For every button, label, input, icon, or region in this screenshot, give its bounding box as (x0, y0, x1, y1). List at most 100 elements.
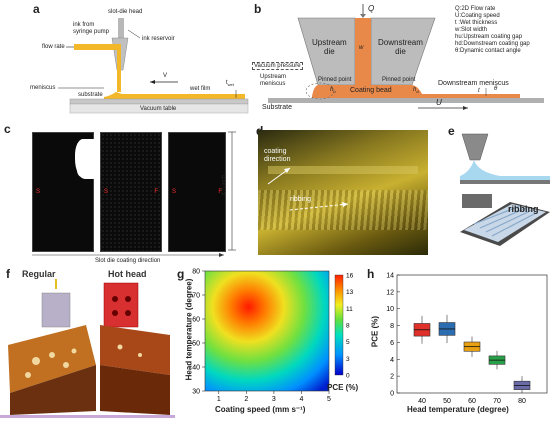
height-label: 4.5 inch (221, 174, 228, 196)
theta-label: θ (494, 86, 498, 92)
legend-item: θ:Dynamic contact angle (455, 48, 521, 54)
panel-f-label: f (6, 267, 10, 281)
coating-bead-label: Coating bead (350, 87, 392, 94)
x-tick-label: 3 (272, 396, 276, 403)
coating-bead-schematic (268, 4, 544, 110)
y-tick-label: 0 (390, 391, 394, 398)
panel-d: d coating direction ribbing (250, 122, 430, 257)
colorbar (334, 274, 344, 376)
hot-head (103, 282, 139, 328)
y-tick-label: 4 (390, 357, 394, 364)
film-sample-2: S F (100, 132, 162, 252)
flow-symbol: Q (368, 4, 375, 13)
ink-channel (117, 44, 121, 92)
film-sample-3: S F (168, 132, 226, 252)
velocity-label: V (163, 73, 168, 79)
reservoir-label: ink reservoir (142, 36, 175, 42)
panel-b-label: b (254, 2, 262, 16)
ink-source-label: ink from syringe pump (73, 22, 110, 35)
sample-marker: F (154, 189, 158, 195)
x-tick-label: 4 (299, 396, 303, 403)
speed-label: U (436, 98, 442, 107)
wet-film-shape (104, 92, 245, 99)
colorbar-tick-label: 3 (346, 356, 350, 363)
x-tick-label: 60 (468, 398, 476, 405)
heatmap-xlabel: Coating speed (mm s⁻¹) (215, 405, 306, 414)
sample-marker: S (172, 189, 177, 195)
vacuum-table-bar (69, 103, 249, 114)
head-comparison-illustration (0, 279, 175, 418)
hot-film (100, 325, 170, 375)
colorbar-tick-label: 5 (346, 339, 350, 346)
slot-width-label: w (359, 45, 364, 51)
hot-film-edge (100, 365, 170, 415)
pce-boxplot: 0 2 4 6 8 10 12 14 40 50 60 70 80 (386, 273, 548, 405)
colorbar-label: PCE (%) (327, 383, 359, 392)
sample-marker: F (218, 189, 222, 195)
colorbar-tick-label: 13 (346, 289, 354, 296)
panel-e: e ribbing (440, 122, 554, 257)
coating-direction-caption: Slot die coating direction (95, 258, 161, 264)
legend-item: w:Slot width (455, 27, 488, 33)
vacuum-table-label: Vacuum table (140, 106, 177, 112)
colorbar-tick-label: 8 (346, 323, 350, 330)
panel-g-label: g (177, 267, 185, 281)
panel-h: h 0 2 4 6 8 10 12 14 40 50 60 70 80 Head temperatur… (365, 265, 554, 419)
hu-label: hu (330, 87, 336, 95)
substrate-label: Substrate (262, 104, 292, 111)
regular-label: Regular (22, 269, 56, 279)
y-tick-label: 8 (390, 323, 394, 330)
ink-feed-line (74, 44, 118, 50)
panel-e-label: e (448, 124, 455, 138)
x-tick-label: 5 (327, 396, 331, 403)
heatmap-ylabel: Head temperature (degree) (184, 278, 194, 381)
boxplot-ylabel: PCE (%) (370, 315, 380, 348)
y-tick-label: 14 (386, 273, 394, 280)
substrate-line (268, 98, 544, 103)
panel-a-label: a (33, 2, 40, 16)
meniscus-label: meniscus (30, 85, 56, 91)
y-tick-label: 80 (192, 269, 200, 276)
head-label: slot-die head (108, 9, 143, 15)
x-tick-label: 70 (493, 398, 501, 405)
regular-head (41, 292, 71, 328)
colorbar-tick-label: 16 (346, 273, 354, 280)
ribbing-label-e: ribbing (508, 204, 539, 214)
heatmap-area (204, 270, 330, 392)
film-sample-1: S (32, 132, 95, 252)
slot-die-schematic (58, 18, 249, 114)
sample-marker: S (104, 189, 109, 195)
y-tick-label: 6 (390, 340, 394, 347)
t-label: t (478, 88, 480, 94)
panel-h-label: h (367, 267, 375, 281)
colorbar-tick-label: 11 (346, 306, 353, 313)
y-tick-label: 50 (192, 341, 200, 348)
y-tick-label: 10 (386, 306, 394, 313)
plot-frame (396, 274, 548, 394)
hot-head-label: Hot head (108, 269, 147, 279)
annotation-arrows (267, 167, 349, 211)
coating-bead-shape (312, 85, 520, 98)
regular-film-edge (10, 365, 96, 415)
x-tick-label: 1 (217, 396, 221, 403)
legend-item: t :Wet thickness (455, 20, 498, 26)
dimension-lines (32, 131, 236, 257)
thickness-label: twet (226, 80, 234, 88)
flow-rate-label: flow rate (42, 44, 65, 50)
x-tick-label: 2 (244, 396, 248, 403)
legend-item: hu:Upstream coating gap (455, 34, 523, 40)
boxplot-xlabel: Head temperature (degree) (407, 405, 509, 414)
ribbing-photo (258, 130, 428, 255)
ribbing-label-d: ribbing (290, 196, 312, 203)
x-tick-label: 50 (443, 398, 451, 405)
coating-direction-label: coating direction (264, 148, 291, 163)
pinned-point-right: Pinned point (382, 77, 416, 83)
y-tick-label: 40 (192, 365, 200, 372)
y-tick-label: 60 (192, 317, 200, 324)
y-tick-label: 70 (192, 293, 200, 300)
panel-c: c S S F S F 4.5 inch Slot die coating di… (0, 120, 250, 265)
sample-marker: S (36, 189, 41, 195)
legend-item: U:Coating speed (455, 13, 500, 19)
